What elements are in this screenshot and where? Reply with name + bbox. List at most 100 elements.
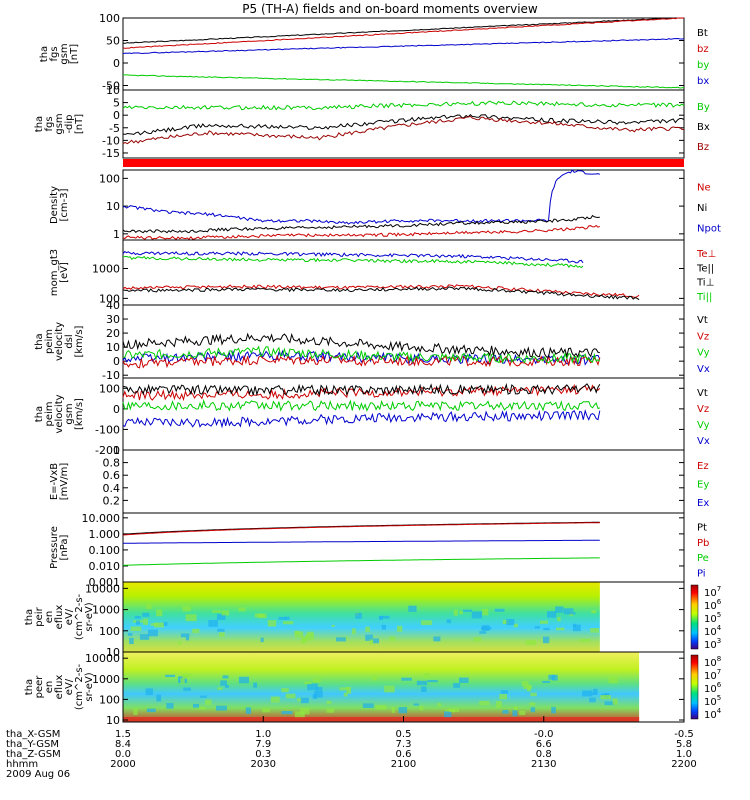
series-by-line bbox=[122, 100, 685, 111]
y-axis-label: gsm bbox=[54, 113, 65, 134]
spectrogram-patch bbox=[221, 610, 230, 616]
y-tick-label: -5 bbox=[109, 122, 120, 135]
legend-te: Te|| bbox=[696, 263, 714, 274]
y-tick-label: -15 bbox=[102, 147, 120, 160]
y-axis-label: [km/s] bbox=[74, 398, 85, 430]
spectrogram-patch bbox=[453, 683, 461, 688]
series-bx-line bbox=[122, 114, 685, 136]
spectrogram-patch bbox=[416, 680, 428, 686]
spectrogram-patch bbox=[421, 620, 432, 626]
x-axis-annotation: tha_X-GSM 1.5 1.0 0.5 -0.0 -0.5 tha_Y-GSM 8.4 7.… bbox=[6, 716, 697, 770]
spectrogram-patch bbox=[278, 616, 287, 620]
legend-vx: Vx bbox=[697, 436, 710, 447]
y-axis-label: eV/ bbox=[64, 678, 75, 695]
spectrogram-patch bbox=[513, 623, 518, 628]
spectrogram-patch bbox=[283, 621, 294, 625]
y-tick-label: 20 bbox=[106, 327, 120, 340]
series-pb-line bbox=[122, 522, 600, 536]
x-tick-label: 2200 bbox=[671, 759, 696, 770]
spectrogram-fill bbox=[123, 652, 640, 722]
y-tick-label: 0.6 bbox=[103, 469, 121, 482]
spectrogram-patch bbox=[212, 610, 222, 613]
series-bt-line bbox=[123, 17, 684, 44]
y-axis-label: peir bbox=[34, 606, 45, 626]
spectrogram-patch bbox=[299, 707, 310, 715]
spectrogram-patch bbox=[136, 620, 140, 625]
y-axis-label: velocity bbox=[54, 322, 65, 361]
spectrogram-patch bbox=[446, 619, 451, 624]
spectrogram-patch bbox=[145, 688, 153, 696]
legend-ti: Ti|| bbox=[696, 292, 712, 303]
spectrogram-patch bbox=[548, 674, 555, 680]
y-tick-label: 10 bbox=[106, 341, 120, 354]
spectrogram-patch bbox=[381, 624, 387, 630]
x-tick-label: 2100 bbox=[391, 759, 416, 770]
legend-te: Te⊥ bbox=[696, 249, 716, 260]
series-ti-line bbox=[122, 250, 584, 264]
y-tick-label: 100 bbox=[99, 693, 120, 706]
spectrogram-patch bbox=[262, 708, 271, 713]
x-tick-label: 5.8 bbox=[676, 739, 692, 750]
spectrogram-patch bbox=[496, 700, 502, 708]
x-tick-label: -0.0 bbox=[534, 729, 554, 740]
y-axis-label: gsm bbox=[59, 43, 70, 64]
x-tick-label: 0.6 bbox=[396, 749, 412, 760]
spectrogram-patch bbox=[300, 638, 306, 644]
y-tick-label: 100 bbox=[99, 172, 120, 185]
y-axis-label: tha bbox=[24, 609, 35, 625]
panel-4: 1000 100 mom_gt3 [eV] Te⊥ Te|| Ti⊥ Ti|| bbox=[49, 239, 716, 306]
x-tick-label: -0.5 bbox=[674, 729, 694, 740]
x-tick-label: 0.8 bbox=[536, 749, 552, 760]
series-vx-line bbox=[122, 409, 601, 429]
y-axis-label: [nT] bbox=[74, 114, 85, 134]
y-axis-label: en bbox=[44, 681, 55, 694]
legend-bt: Bt bbox=[697, 28, 708, 39]
spectrogram-patch bbox=[148, 629, 158, 637]
spectrogram-patch bbox=[514, 706, 518, 711]
legend-ex: Ex bbox=[697, 498, 709, 509]
y-axis-label: velocity bbox=[54, 394, 65, 433]
spectrogram-patch bbox=[612, 698, 618, 705]
y-axis-label: peer bbox=[34, 675, 45, 699]
spectrogram-patch bbox=[379, 615, 390, 619]
spectrogram-patch bbox=[389, 636, 396, 642]
spectrogram-patch bbox=[142, 612, 150, 617]
spectrogram-patch bbox=[444, 711, 452, 719]
series-vz-line bbox=[122, 354, 601, 369]
y-axis-label: sr-eV) bbox=[84, 602, 95, 631]
y-tick-label: 0.4 bbox=[103, 482, 121, 495]
series-npot-line bbox=[122, 169, 600, 225]
spectrogram-patch bbox=[479, 700, 490, 706]
spectrogram-patch bbox=[312, 678, 321, 683]
series-bz-line bbox=[122, 115, 685, 145]
spectrogram-patch bbox=[421, 686, 427, 692]
legend-vt: Vt bbox=[697, 388, 708, 399]
series-pi-line bbox=[122, 539, 600, 544]
y-axis-label: eflux bbox=[54, 605, 65, 630]
spectrogram-patch bbox=[180, 633, 190, 638]
legend-vx: Vx bbox=[697, 364, 710, 375]
spectrogram-patch bbox=[218, 632, 225, 637]
spectrogram-patch bbox=[551, 706, 556, 714]
panel-frame bbox=[122, 89, 685, 159]
y-axis-label: (cm^2-s- bbox=[74, 593, 85, 640]
spectrogram-patch bbox=[335, 637, 346, 642]
y-tick-label: 1.000 bbox=[89, 528, 121, 541]
spectrogram-patch bbox=[391, 707, 395, 713]
spectrogram-patch bbox=[326, 708, 335, 713]
spectrogram-patch bbox=[555, 627, 565, 631]
spectrogram-patch bbox=[163, 621, 168, 626]
spectrogram-patch bbox=[305, 634, 314, 641]
y-tick-label: 10 bbox=[106, 646, 120, 659]
panel-6: 100 0 -100 -200 tha peim velocity gsm [km/s] Vt Vz… bbox=[34, 377, 710, 457]
legend-vy: Vy bbox=[697, 420, 710, 431]
y-tick-label: -50 bbox=[102, 80, 120, 93]
panel-1: 100 50 0 -50 tha fgs gsm [nT] Bt bz by bx bbox=[39, 12, 709, 93]
series-ni-line bbox=[122, 214, 600, 234]
spectrogram-band bbox=[123, 717, 640, 721]
y-axis-label: peim bbox=[44, 329, 55, 354]
spectrogram-patch bbox=[398, 707, 408, 714]
y-axis-label: peim bbox=[44, 401, 55, 426]
spectrogram-patch bbox=[427, 680, 438, 683]
